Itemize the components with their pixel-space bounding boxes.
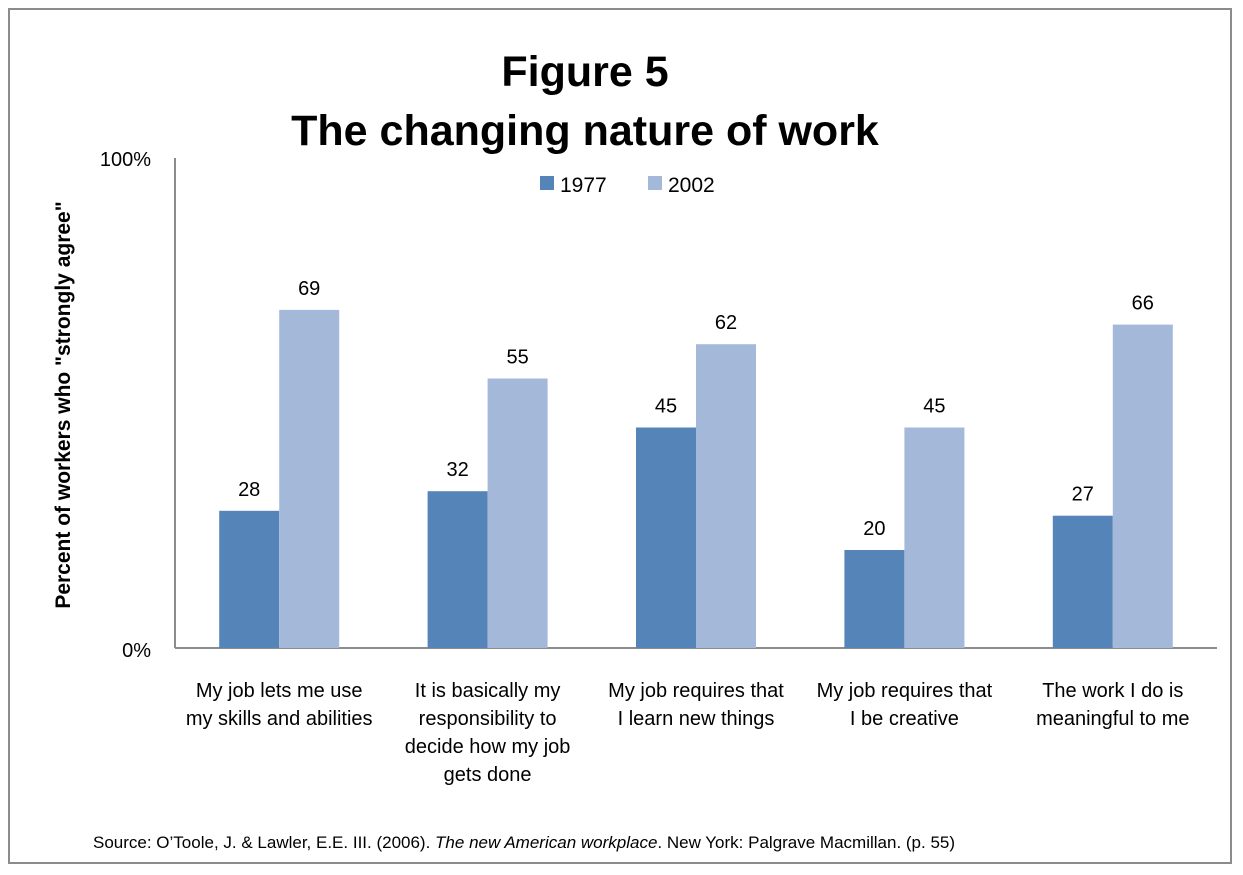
bar-1977-5: [1052, 515, 1113, 648]
x-tick-label-5: The work I do is meaningful to me: [1036, 680, 1189, 730]
data-label-2002-5: 66: [1132, 293, 1154, 315]
source-prefix: Source: O’Toole, J. & Lawler, E.E. III. …: [93, 833, 436, 852]
data-label-2002-3: 62: [715, 312, 737, 334]
bar-1977-3: [636, 427, 696, 648]
legend-swatch-1977: [540, 176, 554, 190]
source-citation: Source: O’Toole, J. & Lawler, E.E. III. …: [93, 833, 955, 853]
x-tick-label-3: My job requires that I learn new things: [608, 680, 784, 730]
bar-2002-5: [1112, 324, 1173, 648]
x-tick-label-2: It is basically my responsibility to decid…: [405, 680, 571, 786]
bar-2002-1: [279, 309, 340, 648]
chart-subtitle: The changing nature of work: [291, 107, 879, 155]
legend-label-2002: 2002: [668, 174, 715, 197]
source-title: The new American workplace: [435, 833, 658, 852]
bar-1977-2: [427, 491, 488, 648]
chart-title: Figure 5: [501, 48, 669, 96]
bar-2002-4: [904, 427, 965, 648]
data-label-1977-4: 20: [863, 518, 885, 540]
data-label-1977-5: 27: [1072, 484, 1094, 506]
legend: 1977 2002: [540, 174, 715, 197]
y-axis-label: Percent of workers who "strongly agree": [52, 201, 75, 608]
y-tick-top: 100%: [100, 149, 151, 171]
data-label-2002-2: 55: [506, 347, 528, 369]
chart-frame: [8, 8, 1232, 864]
x-axis-labels: My job lets me use my skills and abilitie…: [186, 680, 1190, 786]
data-label-1977-1: 28: [238, 479, 260, 501]
x-tick-label-4: My job requires that I be creative: [817, 680, 993, 730]
data-label-2002-1: 69: [298, 278, 320, 300]
legend-label-1977: 1977: [560, 174, 607, 197]
bar-2002-3: [696, 344, 756, 648]
data-label-1977-2: 32: [446, 459, 468, 481]
data-label-2002-4: 45: [923, 396, 945, 418]
bar-1977-1: [219, 510, 280, 648]
bar-1977-4: [844, 550, 905, 648]
y-tick-bottom: 0%: [122, 640, 151, 662]
bar-2002-2: [487, 378, 548, 648]
legend-swatch-2002: [648, 176, 662, 190]
bars: 28 69 32 55 45 62 20 45 27 66: [219, 278, 1173, 648]
source-suffix: . New York: Palgrave Macmillan. (p. 55): [657, 833, 956, 852]
x-tick-label-1: My job lets me use my skills and abilitie…: [186, 680, 373, 730]
data-label-1977-3: 45: [655, 396, 677, 418]
